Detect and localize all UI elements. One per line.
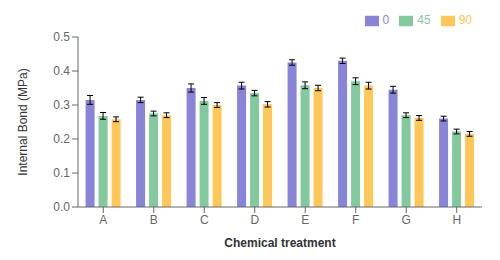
svg-text:H: H	[452, 213, 461, 227]
svg-text:0.3: 0.3	[53, 98, 70, 112]
svg-text:0.5: 0.5	[53, 30, 70, 44]
svg-text:Chemical treatment: Chemical treatment	[224, 236, 335, 250]
svg-text:A: A	[99, 213, 107, 227]
svg-text:D: D	[250, 213, 259, 227]
svg-text:0.0: 0.0	[53, 200, 70, 214]
svg-text:0.2: 0.2	[53, 132, 70, 146]
svg-text:B: B	[150, 213, 158, 227]
svg-text:0.4: 0.4	[53, 64, 70, 78]
html-text:45: 45	[417, 13, 431, 27]
svg-text:G: G	[402, 213, 411, 227]
svg-text:0.1: 0.1	[53, 166, 70, 180]
html-text:0: 0	[382, 13, 390, 27]
svg-text:F: F	[352, 213, 359, 227]
svg-text:Internal Bond (MPa): Internal Bond (MPa)	[16, 68, 30, 175]
svg-text:C: C	[200, 213, 209, 227]
html-text:90: 90	[458, 13, 472, 27]
svg-text:E: E	[301, 213, 309, 227]
